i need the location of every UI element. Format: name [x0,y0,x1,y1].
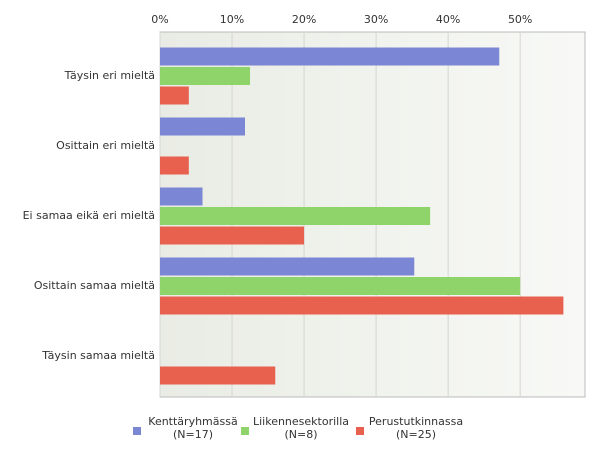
bar [160,67,251,85]
x-tick-label: 40% [436,13,460,26]
bar [160,86,189,105]
y-tick-label: Täysin eri mieltä [64,69,155,82]
bar [160,156,189,175]
chart: 0% 10% 20% 30% 40% 50% Täysin eri mieltä Ositta… [23,13,586,398]
bar [160,296,564,315]
x-tick-label: 30% [364,13,388,26]
legend-label: Perustutkinnassa (N=25) [368,415,464,441]
y-tick-label: Täysin samaa mieltä [41,349,155,362]
y-tick-label: Osittain samaa mieltä [34,279,155,292]
legend-label: Kenttäryhmässä (N=17) [148,415,238,441]
legend-swatch [241,427,249,435]
x-tick-label: 50% [508,13,532,26]
y-tick-label: Osittain eri mieltä [56,139,155,152]
legend-swatch [356,427,364,435]
legend-label: Liikennesektorilla (N=8) [252,415,350,441]
y-tick-label: Ei samaa eikä eri mieltä [23,209,155,222]
bar [160,187,203,206]
bar [160,117,245,136]
x-tick-label: 0% [151,13,168,26]
bar [160,47,500,66]
x-tick-label: 10% [220,13,244,26]
bar [160,207,431,225]
bar [160,257,415,276]
x-tick-label: 20% [292,13,316,26]
bar [160,277,521,295]
bar [160,226,305,245]
legend-swatch [133,427,141,435]
bar [160,366,276,385]
